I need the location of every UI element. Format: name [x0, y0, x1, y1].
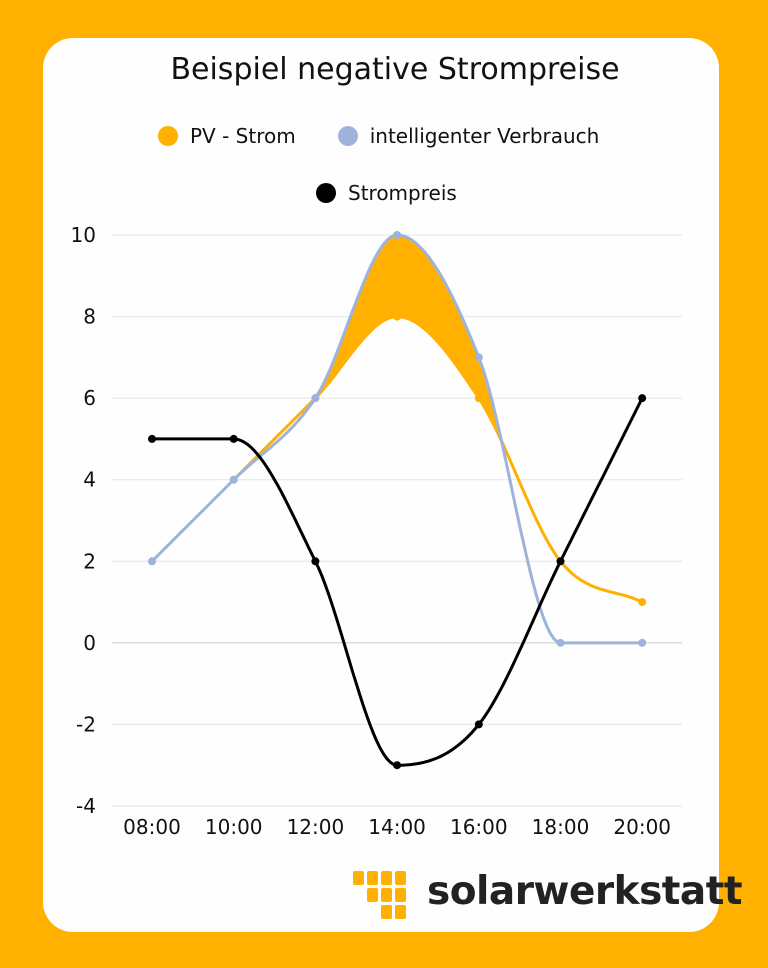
data-point [311, 557, 320, 566]
data-point [556, 638, 565, 647]
chart-card [43, 38, 719, 932]
x-tick-label: 14:00 [368, 815, 426, 839]
y-tick-label: 0 [83, 631, 96, 655]
data-point [148, 557, 156, 566]
y-tick-label: 6 [83, 386, 96, 410]
legend-swatch-verbrauch [337, 126, 358, 146]
data-point [393, 312, 402, 321]
y-tick-label: 8 [83, 305, 96, 329]
legend-label-strompreis: Strompreis [348, 181, 457, 205]
x-tick-label: 10:00 [205, 815, 263, 839]
data-point [556, 557, 565, 566]
series-line-2 [152, 397, 644, 767]
x-tick-label: 18:00 [532, 815, 590, 839]
brand-name: solarwerkstatt [427, 869, 743, 914]
data-point [474, 394, 483, 403]
data-point [229, 475, 238, 484]
y-tick-label: 4 [83, 468, 96, 492]
y-tick-label: -4 [76, 794, 96, 818]
legend-row-1: PV - Strom intelligenter Verbrauch [158, 124, 599, 148]
data-point [148, 434, 156, 443]
legend-item-verbrauch: intelligenter Verbrauch [337, 124, 600, 148]
y-tick-label: 2 [83, 549, 96, 573]
data-point [229, 434, 238, 443]
legend-row-2: Strompreis [316, 181, 457, 205]
x-tick-label: 08:00 [123, 815, 181, 839]
x-tick-label: 20:00 [613, 815, 671, 839]
chart-title: Beispiel negative Strompreise [170, 52, 620, 87]
data-point [393, 231, 402, 239]
data-point [638, 598, 647, 607]
data-point [638, 638, 647, 647]
legend-swatch-pv-strom [158, 126, 178, 146]
y-tick-label: 10 [71, 223, 96, 247]
surplus-area [315, 235, 506, 462]
legend-item-pv-strom: PV - Strom [158, 124, 296, 148]
legend-label-pv-strom: PV - Strom [190, 124, 296, 148]
data-point [393, 761, 402, 770]
series-line-0 [232, 315, 643, 604]
x-tick-label: 16:00 [450, 815, 508, 839]
data-point [311, 394, 320, 403]
legend-label-verbrauch: intelligenter Verbrauch [369, 124, 600, 148]
y-tick-label: -2 [76, 712, 96, 736]
legend-swatch-strompreis [316, 183, 336, 203]
data-point [474, 720, 483, 729]
solarwerkstatt-logo-icon [353, 871, 406, 919]
legend-item-strompreis: Strompreis [316, 181, 457, 205]
data-point [638, 394, 647, 403]
data-point [474, 353, 483, 362]
x-tick-label: 12:00 [287, 815, 345, 839]
